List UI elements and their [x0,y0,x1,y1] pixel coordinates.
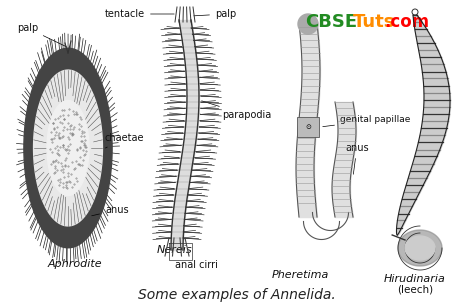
Text: Nereis: Nereis [157,245,192,255]
Text: anus: anus [91,205,128,216]
Polygon shape [34,70,102,226]
Text: parapodia: parapodia [201,101,271,120]
Text: palp: palp [194,9,236,19]
Polygon shape [24,48,112,248]
Text: Tuts: Tuts [353,13,395,31]
Text: Aphrodite: Aphrodite [48,259,103,269]
Text: (leech): (leech) [397,285,433,295]
Text: chaetae: chaetae [105,133,145,148]
Text: genital papillae: genital papillae [323,115,410,127]
Polygon shape [47,100,89,196]
Text: tentacle: tentacle [105,9,174,19]
Bar [297,117,319,137]
Circle shape [298,14,318,34]
Polygon shape [411,241,429,255]
Polygon shape [405,236,435,260]
Polygon shape [398,230,442,266]
Text: anal cirri: anal cirri [175,260,218,270]
Text: ⊙: ⊙ [305,124,311,130]
Text: .com: .com [384,13,429,31]
Text: Hirudinaria: Hirudinaria [384,274,446,284]
Text: anus: anus [345,143,369,174]
Text: Some examples of Annelida.: Some examples of Annelida. [138,288,336,302]
Text: CBSE: CBSE [305,13,357,31]
Text: Pheretima: Pheretima [271,270,328,280]
Text: palp: palp [17,23,66,47]
